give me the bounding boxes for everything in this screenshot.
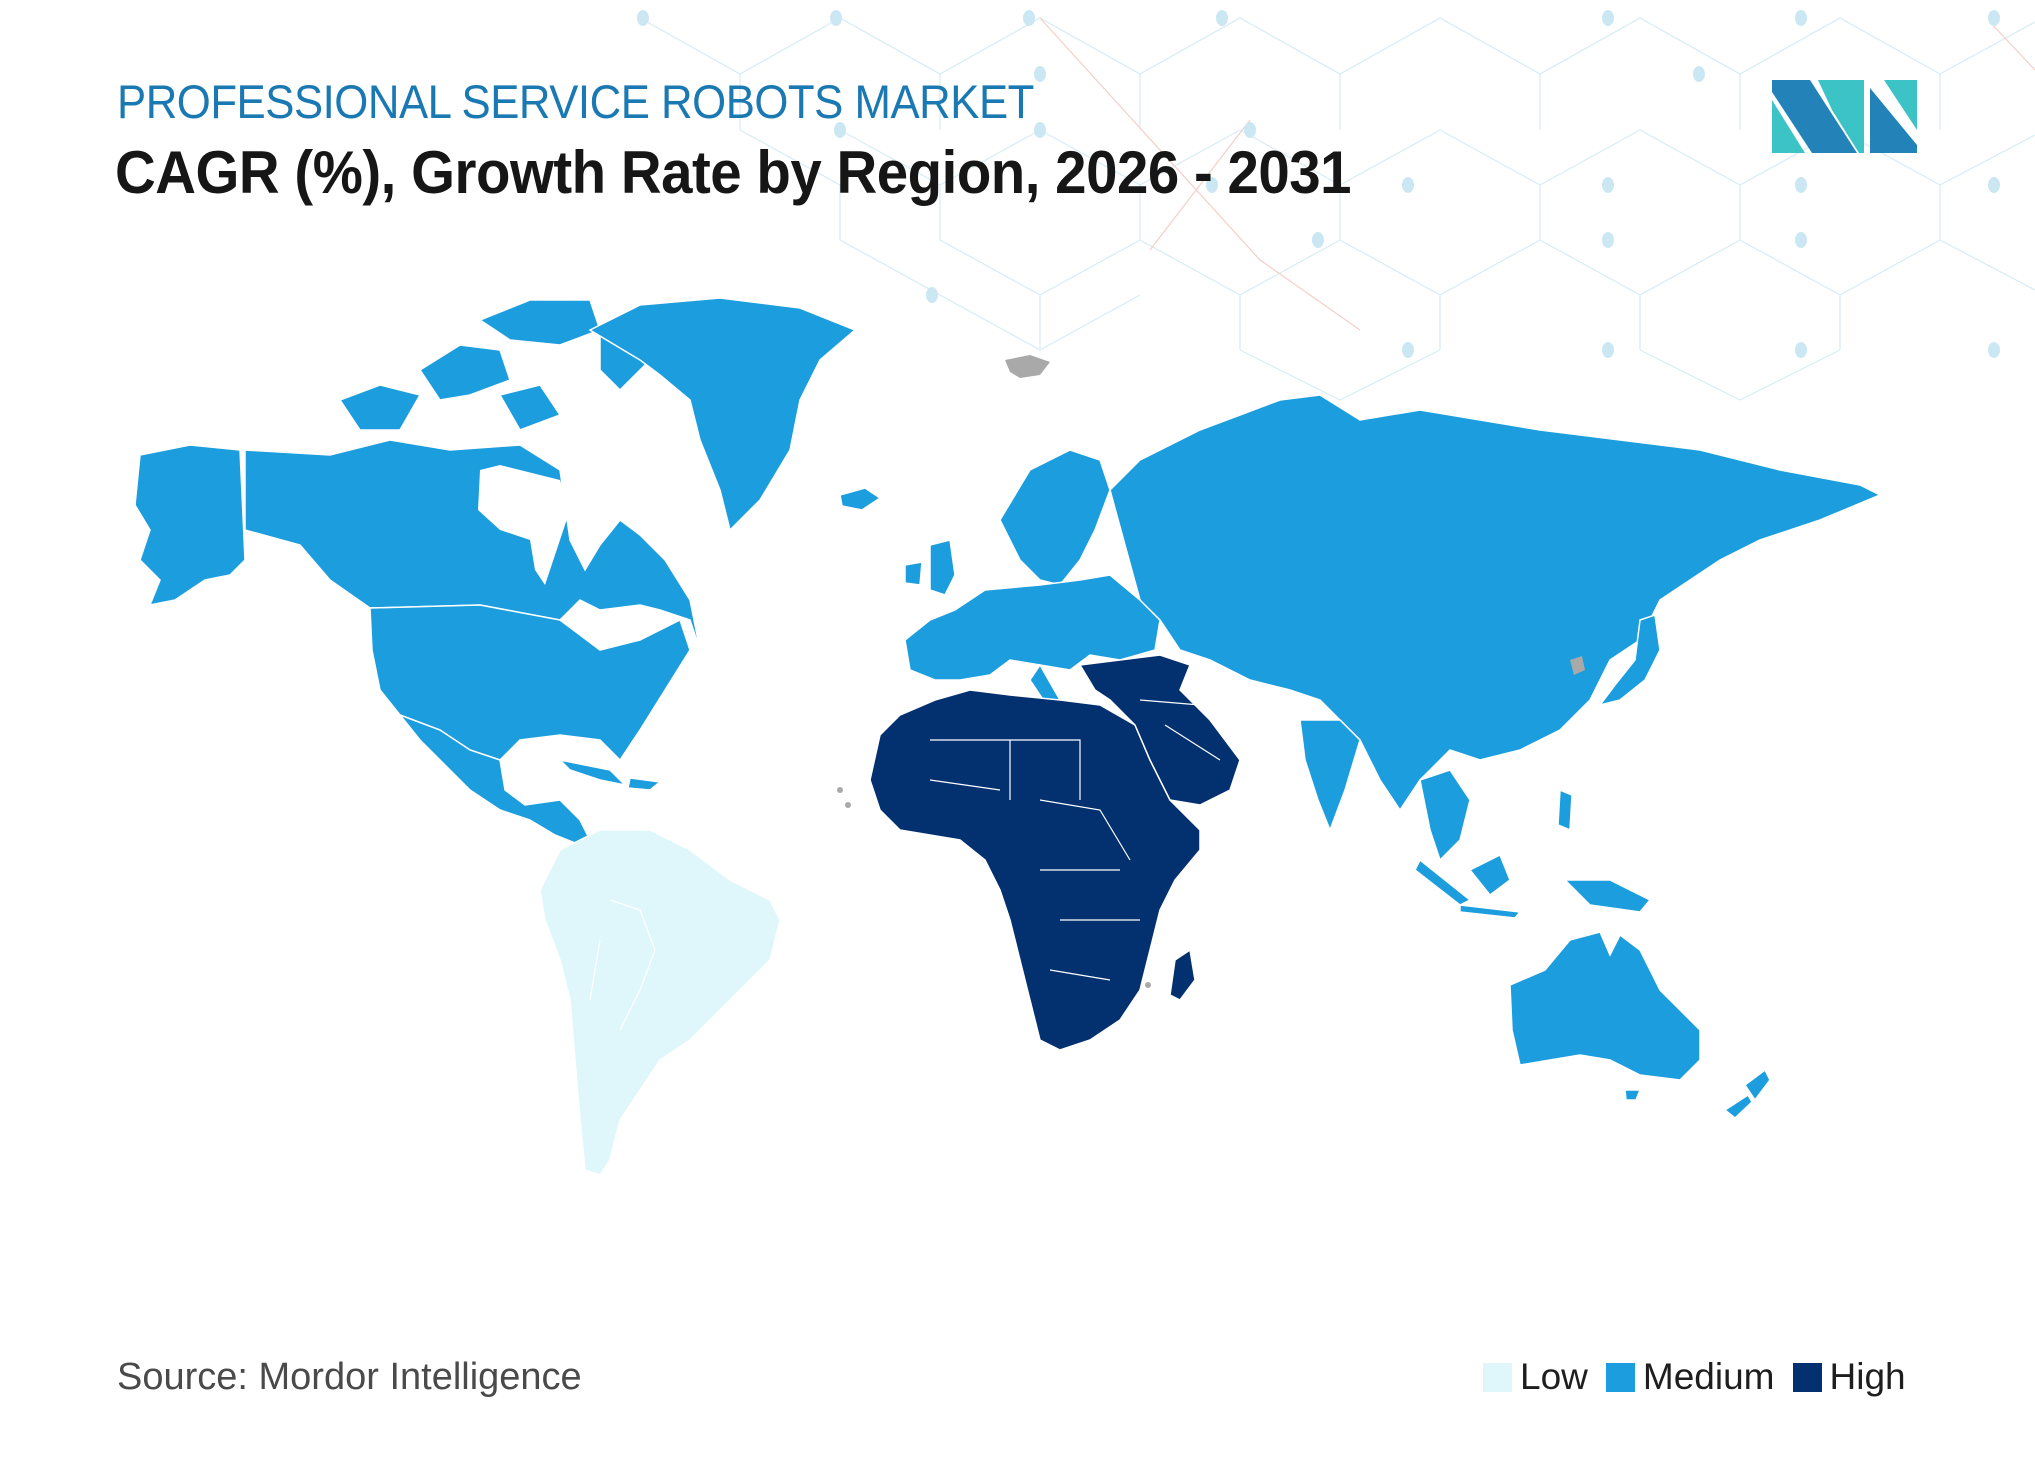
map-legend: Low Medium High	[1483, 1356, 1906, 1398]
legend-label-low: Low	[1520, 1356, 1588, 1397]
region-asia-pacific[interactable]	[1109, 394, 1882, 1119]
legend-swatch-low	[1483, 1362, 1512, 1392]
legend-item-high: High	[1792, 1356, 1906, 1398]
no-data-areas	[837, 355, 1585, 988]
legend-label-medium: Medium	[1642, 1356, 1775, 1397]
region-north-america[interactable]	[134, 297, 882, 852]
region-europe[interactable]	[904, 449, 1161, 712]
region-middle-east-africa[interactable]	[869, 654, 1241, 1051]
world-choropleth-map	[134, 297, 1882, 1176]
mordor-intelligence-logo-icon	[1772, 80, 1917, 153]
region-south-america[interactable]	[539, 829, 781, 1176]
legend-label-high: High	[1829, 1356, 1906, 1397]
legend-swatch-high	[1792, 1362, 1822, 1392]
background-network-pattern	[637, 10, 2035, 401]
source-label: Source: Mordor Intelligence	[117, 1356, 582, 1398]
legend-swatch-medium	[1605, 1362, 1635, 1392]
legend-item-medium: Medium	[1605, 1356, 1775, 1398]
legend-item-low: Low	[1483, 1356, 1588, 1398]
chart-title: CAGR (%), Growth Rate by Region, 2026 - …	[115, 139, 1352, 206]
market-subtitle: PROFESSIONAL SERVICE ROBOTS MARKET	[117, 75, 1034, 128]
